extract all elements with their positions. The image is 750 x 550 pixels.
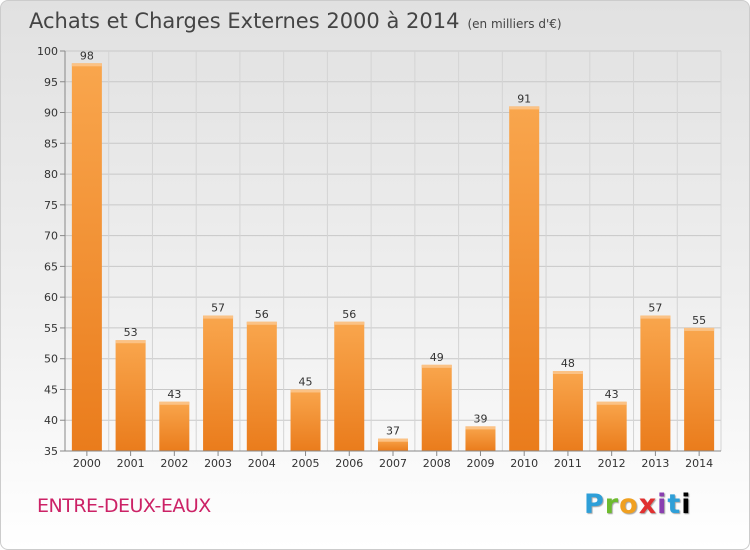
bar [246,321,277,451]
bar-cap [290,389,321,393]
logo-letter: r [604,489,620,520]
data-label: 98 [80,49,94,62]
y-tick-label: 80 [44,168,58,181]
bar-cap [509,106,540,110]
bar [290,389,321,451]
data-label: 45 [299,375,313,388]
logo-letter: P [584,489,605,520]
x-tick-label: 2003 [204,457,232,470]
data-label: 37 [386,425,400,438]
x-tick-label: 2007 [379,457,407,470]
bar [465,426,496,451]
x-tick-label: 2012 [598,457,626,470]
bar [159,401,190,451]
y-tick-label: 90 [44,107,58,120]
bars: 98 53 43 57 56 45 56 37 49 39 91 48 43 57 55 [71,49,715,452]
proxiti-logo[interactable]: Proxiti [584,489,692,520]
data-label: 43 [167,388,181,401]
x-tick-label: 2011 [554,457,582,470]
x-tick-label: 2000 [73,457,101,470]
x-tick-label: 2001 [117,457,145,470]
bar-cap [684,327,715,331]
bar-cap [159,401,190,405]
y-tick-label: 50 [44,353,58,366]
chart-subtitle: (en milliers d'€) [467,17,562,31]
x-tick-label: 2014 [685,457,713,470]
bar [203,315,234,451]
data-label: 57 [211,302,225,315]
data-label: 53 [124,326,138,339]
bar [684,327,715,451]
bar-cap [552,371,583,374]
logo-letter: o [619,489,639,520]
bar-cap [334,321,365,325]
bar [596,401,627,451]
data-label: 55 [692,314,706,327]
grid-lines [64,50,722,452]
axes: 35 40 45 50 55 60 65 70 75 80 85 90 95 100 2000 2001 200… [37,45,721,470]
data-label: 48 [561,357,575,370]
bar-cap [421,364,452,368]
bar [334,321,365,451]
bar [552,371,583,451]
y-tick-label: 40 [44,414,58,427]
x-tick-label: 2010 [510,457,538,470]
data-label: 57 [648,302,662,315]
bar-cap [596,401,627,405]
logo-letter: i [681,489,692,520]
x-tick-label: 2005 [292,457,320,470]
logo-letter: t [667,489,682,520]
y-tick-label: 65 [44,260,58,273]
bar [421,364,452,451]
data-label: 43 [605,388,619,401]
y-tick-label: 85 [44,137,58,150]
logo-letter: i [657,489,668,520]
bar-cap [115,340,146,344]
commune-name: ENTRE-DEUX-EAUX [37,495,211,517]
bar [115,340,146,451]
y-tick-label: 100 [37,45,58,58]
x-tick-label: 2006 [335,457,363,470]
bar-cap [203,315,234,319]
data-label: 49 [430,351,444,364]
x-tick-label: 2008 [423,457,451,470]
data-label: 39 [473,412,487,425]
y-tick-label: 95 [44,76,58,89]
bar [71,63,102,452]
data-label: 91 [517,92,531,105]
chart-title-text: Achats et Charges Externes 2000 à 2014 [29,9,460,33]
bar [378,438,408,451]
bar-cap [71,63,102,67]
y-tick-label: 75 [44,199,58,212]
x-tick-label: 2004 [248,457,276,470]
data-label: 56 [255,308,269,321]
chart-title: Achats et Charges Externes 2000 à 2014 (e… [29,9,562,33]
x-tick-label: 2013 [641,457,669,470]
x-tick-label: 2002 [160,457,188,470]
logo-letter: x [638,489,658,520]
bar-cap [465,426,496,430]
y-tick-label: 55 [44,322,58,335]
bar [640,315,671,451]
y-tick-label: 35 [44,445,58,458]
bar-cap [246,321,277,325]
y-tick-label: 45 [44,383,58,396]
x-tick-label: 2009 [466,457,494,470]
bar-cap [640,315,671,319]
bar [509,106,540,451]
y-tick-label: 60 [44,291,58,304]
y-tick-label: 70 [44,230,58,243]
data-label: 56 [342,308,356,321]
bar-cap [378,438,408,442]
